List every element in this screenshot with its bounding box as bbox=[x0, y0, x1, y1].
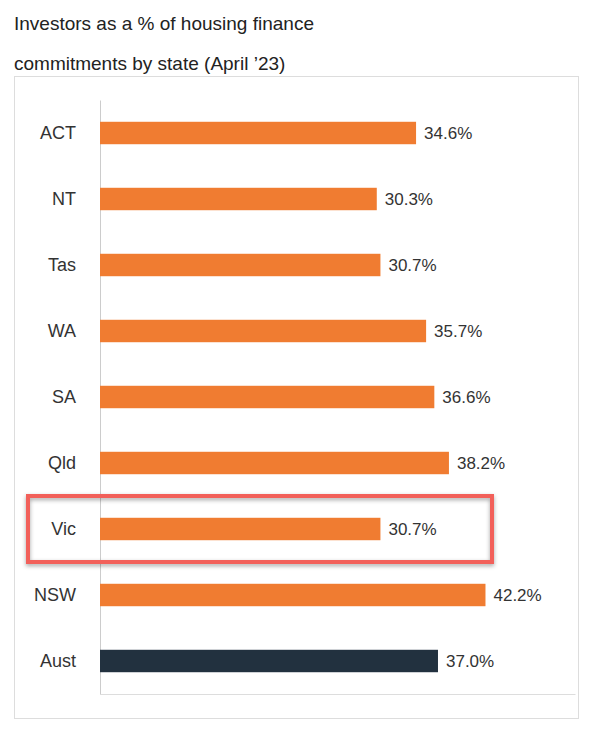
x-axis-line bbox=[101, 694, 576, 695]
chart-frame bbox=[15, 77, 579, 719]
data-label: 34.6% bbox=[424, 124, 472, 143]
bar bbox=[100, 386, 434, 408]
bar bbox=[100, 254, 380, 276]
y-tick: Vic bbox=[51, 519, 100, 539]
highlight-box bbox=[28, 496, 492, 562]
x-axis bbox=[101, 694, 576, 695]
y-tick: WA bbox=[48, 321, 100, 341]
data-label: 42.2% bbox=[493, 586, 541, 605]
y-tick-label: WA bbox=[48, 321, 76, 341]
y-tick: NSW bbox=[34, 585, 100, 605]
data-label: 30.3% bbox=[385, 190, 433, 209]
y-tick: Tas bbox=[48, 255, 100, 275]
data-label: 35.7% bbox=[434, 322, 482, 341]
y-axis: ACT NT Tas WA SA Qld Vic NSW Aust bbox=[34, 101, 101, 695]
y-tick-label: Qld bbox=[48, 453, 76, 473]
y-tick-label: NSW bbox=[34, 585, 76, 605]
y-tick: Aust bbox=[40, 651, 100, 671]
data-label: 38.2% bbox=[457, 454, 505, 473]
bars bbox=[100, 122, 485, 672]
bar bbox=[100, 188, 377, 210]
chart-title: Investors as a % of housing finance comm… bbox=[14, 4, 384, 84]
bar bbox=[100, 452, 449, 474]
y-tick: ACT bbox=[40, 123, 100, 143]
y-tick-label: Tas bbox=[48, 255, 76, 275]
y-tick-label: ACT bbox=[40, 123, 76, 143]
y-tick-label: NT bbox=[52, 189, 76, 209]
data-label: 37.0% bbox=[446, 652, 494, 671]
data-labels: 34.6% 30.3% 30.7% 35.7% 36.6% 38.2% 30.7% 42.2%… bbox=[385, 124, 542, 671]
y-tick: NT bbox=[52, 189, 100, 209]
y-tick: Qld bbox=[48, 453, 100, 473]
data-label: 30.7% bbox=[388, 256, 436, 275]
data-label: 36.6% bbox=[442, 388, 490, 407]
chart-svg: ACT NT Tas WA SA Qld Vic NSW Aust 34.6% 30.3% 30.7%… bbox=[0, 0, 594, 736]
bar bbox=[100, 518, 380, 540]
bar bbox=[100, 320, 426, 342]
y-tick: SA bbox=[52, 387, 100, 407]
bar bbox=[100, 650, 438, 672]
data-label: 30.7% bbox=[388, 520, 436, 539]
bar bbox=[100, 584, 485, 606]
y-tick-label: SA bbox=[52, 387, 76, 407]
bar bbox=[100, 122, 416, 144]
y-tick-label: Vic bbox=[51, 519, 76, 539]
y-tick-label: Aust bbox=[40, 651, 76, 671]
